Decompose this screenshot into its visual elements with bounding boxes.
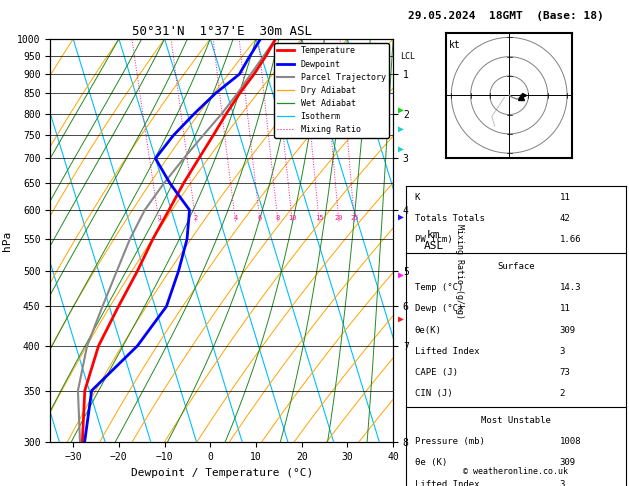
Text: 73: 73 bbox=[560, 368, 571, 377]
Text: 6: 6 bbox=[258, 215, 262, 222]
Text: 1: 1 bbox=[157, 215, 161, 222]
Text: 1.66: 1.66 bbox=[560, 235, 581, 244]
Text: 3: 3 bbox=[560, 347, 565, 356]
Text: CAPE (J): CAPE (J) bbox=[415, 368, 457, 377]
Y-axis label: hPa: hPa bbox=[1, 230, 11, 251]
Text: ▶: ▶ bbox=[398, 143, 404, 153]
Text: 14.3: 14.3 bbox=[560, 283, 581, 292]
Text: ▶: ▶ bbox=[398, 104, 404, 114]
Text: 2: 2 bbox=[194, 215, 198, 222]
Text: Temp (°C): Temp (°C) bbox=[415, 283, 463, 292]
Text: 3: 3 bbox=[560, 480, 565, 486]
Text: 2: 2 bbox=[560, 389, 565, 399]
Text: 11: 11 bbox=[560, 304, 571, 313]
Text: ▶: ▶ bbox=[398, 313, 404, 323]
Y-axis label: km
ASL: km ASL bbox=[423, 230, 444, 251]
Text: Lifted Index: Lifted Index bbox=[415, 480, 479, 486]
Text: Mixing Ratio (g/kg): Mixing Ratio (g/kg) bbox=[455, 224, 464, 319]
Text: 11: 11 bbox=[560, 193, 571, 202]
Text: CIN (J): CIN (J) bbox=[415, 389, 452, 399]
Text: 10: 10 bbox=[288, 215, 297, 222]
Text: ▶: ▶ bbox=[398, 270, 404, 279]
Text: K: K bbox=[415, 193, 420, 202]
Text: Surface: Surface bbox=[497, 262, 535, 271]
Text: Dewp (°C): Dewp (°C) bbox=[415, 304, 463, 313]
Text: ▶: ▶ bbox=[398, 124, 404, 134]
Text: Lifted Index: Lifted Index bbox=[415, 347, 479, 356]
Title: 50°31'N  1°37'E  30m ASL: 50°31'N 1°37'E 30m ASL bbox=[131, 25, 312, 38]
Text: 29.05.2024  18GMT  (Base: 18): 29.05.2024 18GMT (Base: 18) bbox=[408, 11, 603, 21]
Text: 20: 20 bbox=[335, 215, 343, 222]
Text: 15: 15 bbox=[315, 215, 323, 222]
Text: 8: 8 bbox=[276, 215, 280, 222]
Legend: Temperature, Dewpoint, Parcel Trajectory, Dry Adiabat, Wet Adiabat, Isotherm, Mi: Temperature, Dewpoint, Parcel Trajectory… bbox=[274, 43, 389, 138]
X-axis label: Dewpoint / Temperature (°C): Dewpoint / Temperature (°C) bbox=[131, 468, 313, 478]
Text: Most Unstable: Most Unstable bbox=[481, 416, 551, 425]
Text: Totals Totals: Totals Totals bbox=[415, 214, 484, 223]
Text: ▶: ▶ bbox=[398, 211, 404, 221]
Text: Pressure (mb): Pressure (mb) bbox=[415, 437, 484, 446]
Text: kt: kt bbox=[448, 40, 460, 50]
Text: PW (cm): PW (cm) bbox=[415, 235, 452, 244]
Text: 1008: 1008 bbox=[560, 437, 581, 446]
Text: θe(K): θe(K) bbox=[415, 326, 442, 334]
Text: 4: 4 bbox=[233, 215, 238, 222]
Text: 25: 25 bbox=[350, 215, 359, 222]
Text: LCL: LCL bbox=[400, 52, 415, 61]
Text: 309: 309 bbox=[560, 326, 576, 334]
Text: 309: 309 bbox=[560, 458, 576, 468]
Text: 42: 42 bbox=[560, 214, 571, 223]
Text: © weatheronline.co.uk: © weatheronline.co.uk bbox=[464, 467, 568, 476]
Text: θe (K): θe (K) bbox=[415, 458, 447, 468]
